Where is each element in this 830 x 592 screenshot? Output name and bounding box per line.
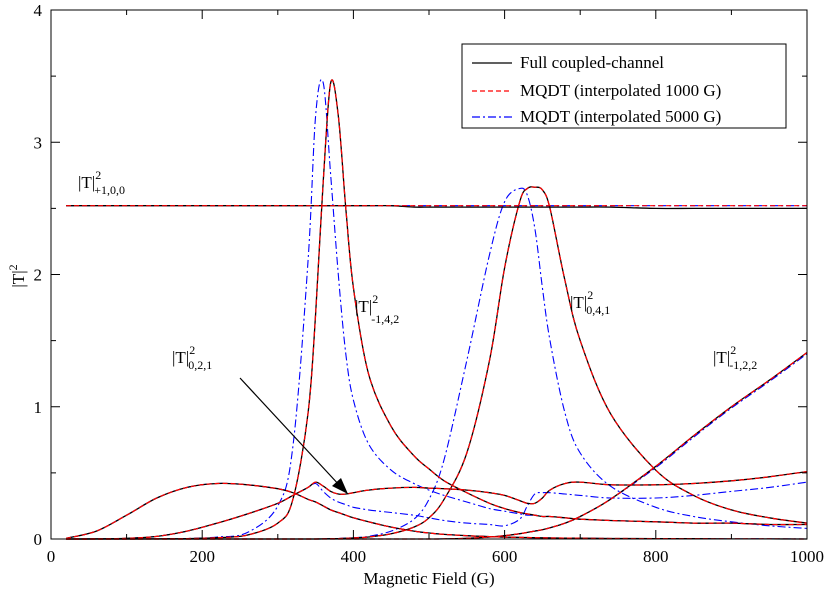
annotation-0-4-1: |T|2 0,4,1: [570, 288, 610, 317]
x-tick-label: 1000: [790, 547, 824, 566]
annotation-plus1-0-0: |T|2 +1,0,0: [78, 168, 125, 197]
y-tick-label: 1: [34, 398, 43, 417]
series-4-mqdt_5000: [66, 481, 808, 540]
legend-box: [461, 43, 787, 129]
series-0-full: [66, 204, 807, 210]
y-tick-label: 0: [34, 530, 43, 549]
x-tick-label: 400: [341, 547, 367, 566]
legend-label-mqdt-5000: MQDT (interpolated 5000 G): [520, 107, 721, 126]
x-tick-label: 0: [47, 547, 56, 566]
y-axis-label-base: |T|: [9, 270, 28, 287]
legend: Full coupled-channel MQDT (interpolated …: [461, 43, 787, 129]
svg-text:|T|2: |T|2: [6, 264, 28, 287]
annotation-arrow-head: [332, 478, 348, 494]
y-axis-label-sup: 2: [6, 264, 20, 270]
legend-label-full: Full coupled-channel: [520, 53, 664, 72]
x-tick-label: 200: [189, 547, 215, 566]
annotation-minus1-2-2: |T|2 -1,2,2: [713, 343, 757, 372]
axes-layer: 0 200 400 600 800 1000 0 1 2 3 4: [34, 1, 825, 566]
annotation-0-2-1: |T|2 0,2,1: [172, 343, 212, 372]
y-tick-label: 4: [34, 1, 43, 20]
y-tick-label: 2: [34, 266, 43, 285]
x-axis-label: Magnetic Field (G): [363, 569, 494, 588]
y-tick-label: 3: [34, 133, 43, 152]
x-tick-label: 800: [643, 547, 669, 566]
x-tick-label: 600: [492, 547, 518, 566]
legend-label-mqdt-1000: MQDT (interpolated 1000 G): [520, 81, 721, 100]
series-4-mqdt_1000: [66, 471, 808, 540]
annotation-minus1-4-2: |T|2 -1,4,2: [355, 292, 399, 326]
series-3-mqdt_1000: [65, 482, 808, 540]
y-axis-label: |T|2: [6, 264, 28, 287]
annotation-arrow-line: [239, 377, 342, 488]
series-2-mqdt_1000: [66, 186, 808, 540]
